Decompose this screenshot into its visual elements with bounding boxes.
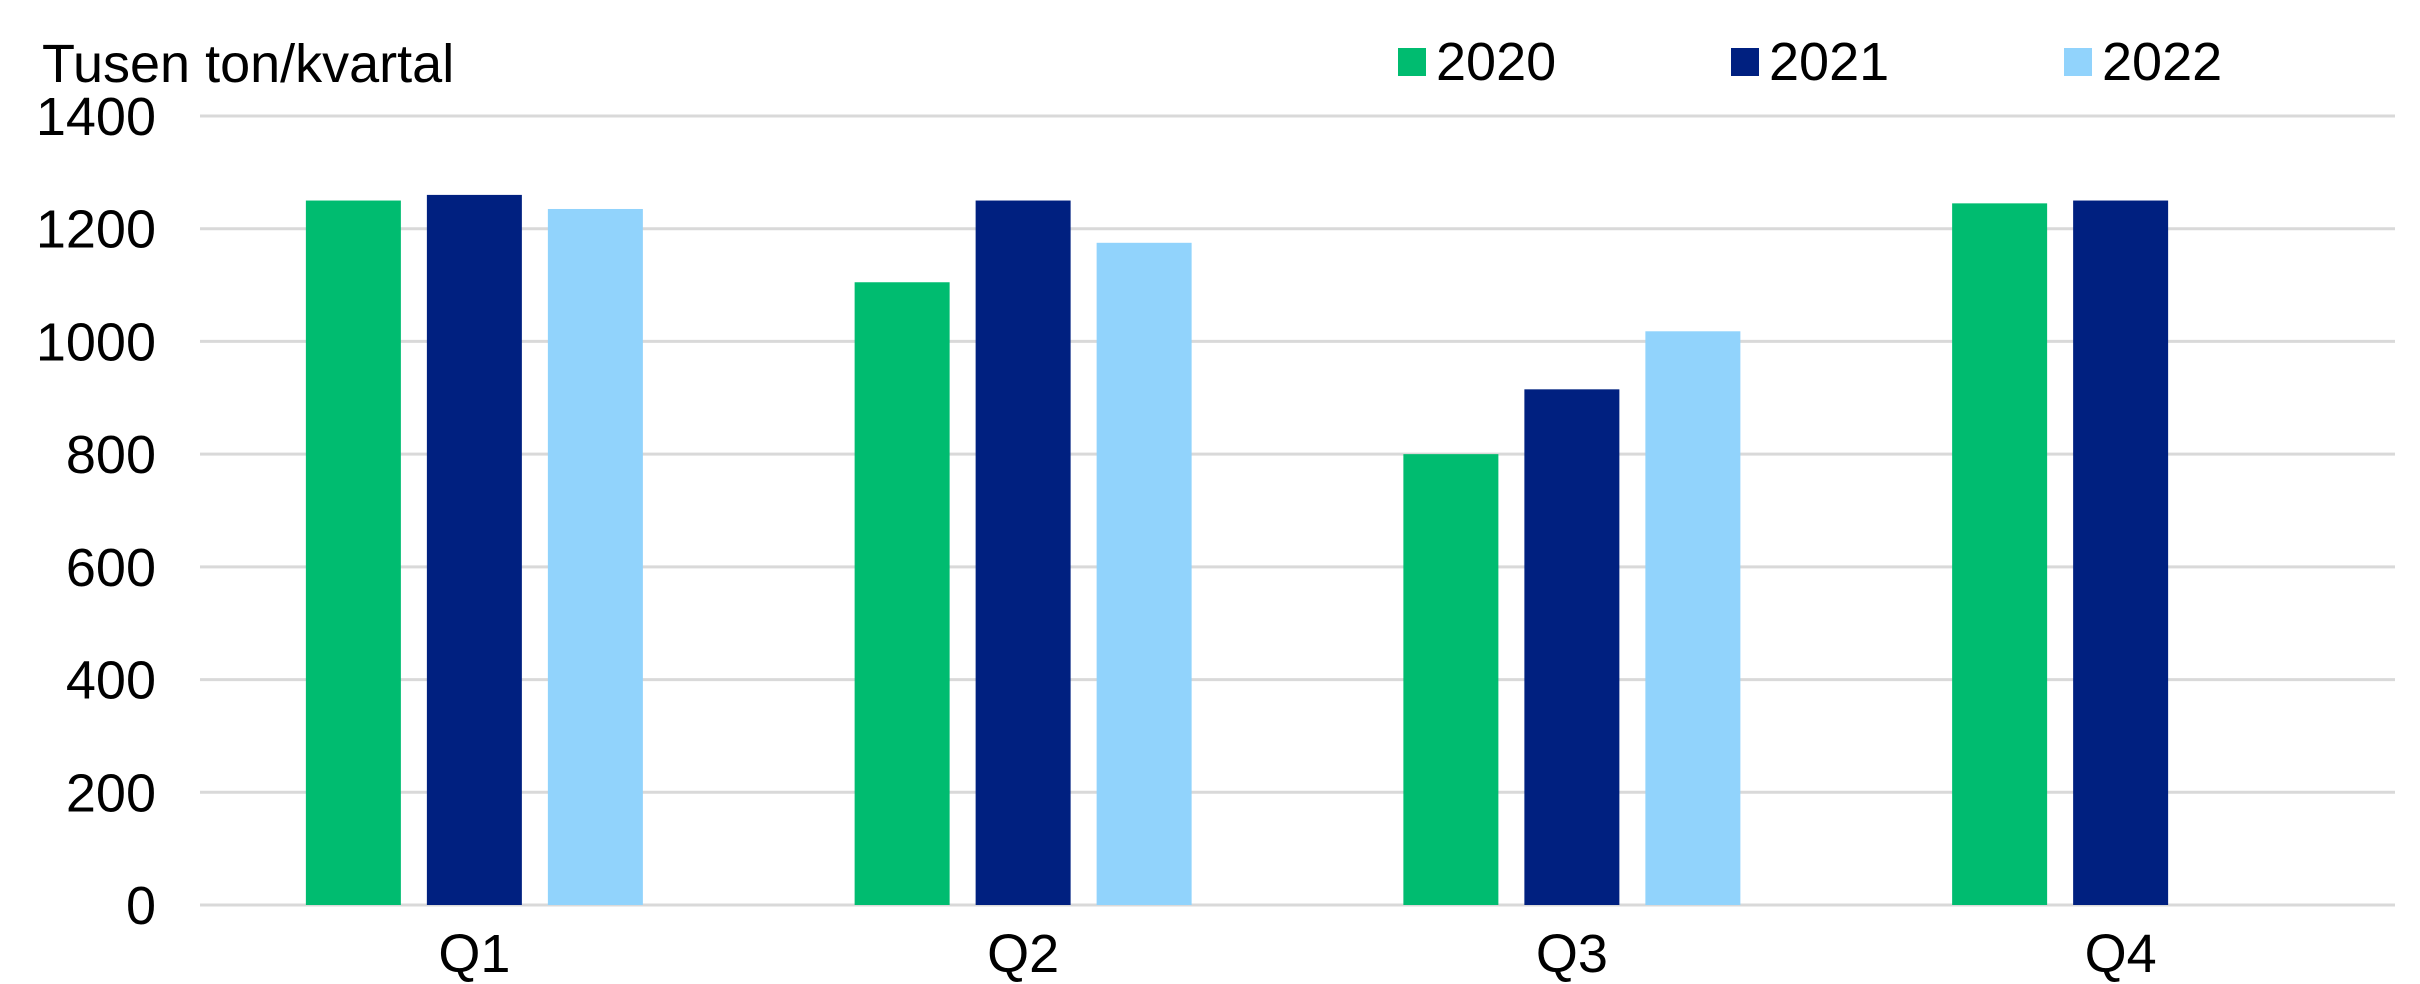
bar-2022-Q2 <box>1096 242 1192 905</box>
bar-2020-Q2 <box>854 282 950 906</box>
legend-label: 2020 <box>1436 32 1556 92</box>
y-axis-ticks: 0 200 400 600 800 1000 1200 1400 <box>36 87 156 936</box>
bar-2020-Q4 <box>1952 203 2048 905</box>
legend-label: 2021 <box>1769 32 1889 92</box>
y-tick-label: 0 <box>126 876 156 936</box>
x-tick-label: Q4 <box>2085 924 2157 984</box>
y-tick-label: 800 <box>66 425 156 485</box>
gridlines <box>200 114 2395 907</box>
bar-2021-Q3 <box>1524 389 1620 905</box>
bars <box>305 194 2169 906</box>
x-tick-label: Q2 <box>987 924 1059 984</box>
y-tick-label: 1200 <box>36 200 156 260</box>
y-tick-label: 1400 <box>36 87 156 147</box>
x-axis-ticks: Q1 Q2 Q3 Q4 <box>438 924 2156 984</box>
y-tick-label: 600 <box>66 538 156 598</box>
legend: 2020 2021 2022 <box>1398 32 2222 92</box>
x-tick-label: Q3 <box>1536 924 1608 984</box>
y-tick-label: 1000 <box>36 312 156 372</box>
bar-2020-Q3 <box>1403 454 1499 905</box>
y-axis-label: Tusen ton/kvartal <box>42 34 454 94</box>
bar-2021-Q1 <box>426 194 522 905</box>
bar-2022-Q1 <box>547 208 643 906</box>
bar-2022-Q3 <box>1645 331 1741 905</box>
y-tick-label: 400 <box>66 651 156 711</box>
bar-2020-Q1 <box>305 200 401 906</box>
legend-swatch-2020 <box>1398 48 1426 76</box>
legend-label: 2022 <box>2102 32 2222 92</box>
bar-2021-Q4 <box>2073 200 2169 906</box>
legend-swatch-2022 <box>2064 48 2092 76</box>
y-tick-label: 200 <box>66 763 156 823</box>
x-tick-label: Q1 <box>438 924 510 984</box>
legend-swatch-2021 <box>1731 48 1759 76</box>
bar-2021-Q2 <box>975 200 1071 906</box>
